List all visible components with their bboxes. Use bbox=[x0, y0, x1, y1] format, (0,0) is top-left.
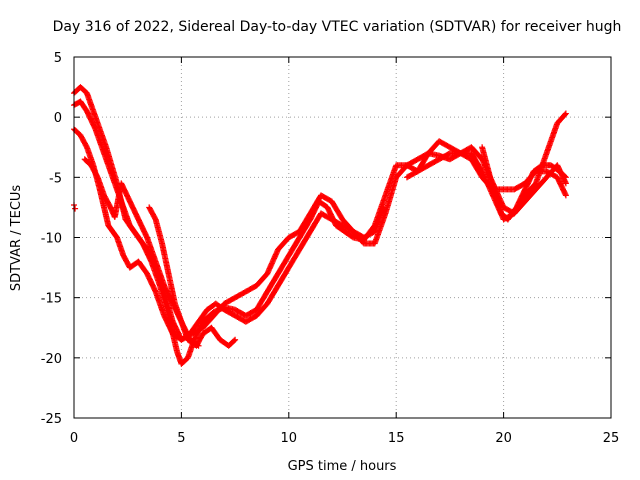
y-tick-label: -20 bbox=[41, 352, 62, 367]
series-track-5 bbox=[146, 204, 202, 349]
data-point bbox=[72, 205, 79, 212]
grid bbox=[74, 57, 611, 418]
series-track-3 bbox=[71, 126, 387, 343]
x-tick-label: 15 bbox=[388, 431, 405, 446]
data-point bbox=[562, 192, 569, 199]
x-tick-label: 20 bbox=[495, 431, 512, 446]
y-tick-label: -15 bbox=[41, 292, 62, 307]
data-point bbox=[562, 110, 569, 117]
data-point bbox=[561, 173, 568, 180]
data-point bbox=[562, 180, 569, 187]
axis-ticks: 0 5 10 15 20 25 5 0 -5 -10 -15 -20 -25 bbox=[41, 51, 620, 446]
data-point bbox=[195, 342, 202, 349]
data-points bbox=[71, 84, 569, 367]
x-tick-label: 25 bbox=[603, 431, 620, 446]
data-point bbox=[231, 337, 238, 344]
data-point bbox=[562, 174, 569, 181]
y-tick-label: -5 bbox=[49, 171, 62, 186]
x-tick-label: 0 bbox=[70, 431, 78, 446]
y-tick-label: -25 bbox=[41, 412, 62, 427]
y-tick-label: -10 bbox=[41, 232, 62, 247]
data-point bbox=[232, 336, 239, 343]
series-track-7 bbox=[479, 144, 569, 223]
y-tick-label: 0 bbox=[54, 111, 62, 126]
x-axis-label: GPS time / hours bbox=[288, 459, 397, 474]
y-axis-label: SDTVAR / TECUs bbox=[9, 185, 24, 292]
data-point bbox=[194, 342, 201, 349]
data-point bbox=[380, 204, 387, 211]
x-tick-label: 10 bbox=[281, 431, 298, 446]
y-tick-label: 5 bbox=[54, 51, 62, 66]
x-tick-label: 5 bbox=[177, 431, 185, 446]
chart-title: Day 316 of 2022, Sidereal Day-to-day VTE… bbox=[53, 19, 622, 35]
data-point bbox=[562, 111, 569, 118]
